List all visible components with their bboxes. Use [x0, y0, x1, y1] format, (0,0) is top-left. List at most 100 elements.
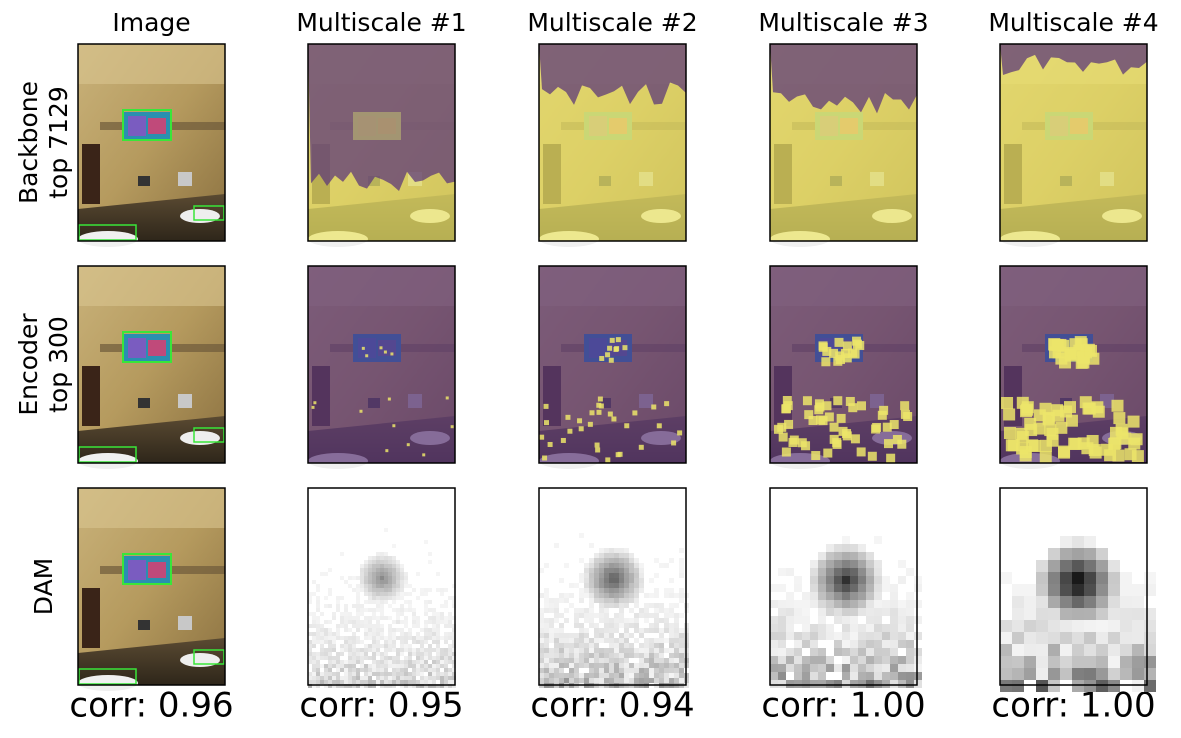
heatmap-cell — [858, 648, 866, 656]
overlay-cell — [1039, 450, 1052, 463]
heatmap-cell — [539, 628, 544, 633]
image-panel — [307, 43, 456, 247]
heatmap-cell — [1000, 668, 1012, 680]
heatmap-cell — [404, 664, 408, 668]
heatmap-cell — [604, 563, 609, 568]
heatmap-cell — [1084, 536, 1096, 548]
heatmap-cell — [308, 592, 312, 596]
heatmap-cell — [356, 588, 360, 592]
overlay-cell — [594, 442, 600, 448]
heatmap-cell — [1072, 608, 1084, 620]
heatmap-cell — [874, 680, 882, 688]
heatmap-cell — [858, 544, 866, 552]
heatmap-cell — [654, 648, 659, 653]
overlay — [815, 112, 863, 140]
heatmap-cell — [634, 593, 639, 598]
heatmap-cell — [818, 560, 826, 568]
heatmap-cell — [316, 632, 320, 636]
heatmap-cell — [388, 556, 392, 560]
heatmap-cell — [639, 633, 644, 638]
heatmap-cell — [544, 618, 549, 623]
heatmap-cell — [609, 558, 614, 563]
heatmap-cell — [810, 560, 818, 568]
heatmap-cell — [594, 643, 599, 648]
heatmap-cell — [380, 644, 384, 648]
overlay-cell — [1069, 437, 1082, 450]
heatmap-cell — [308, 624, 312, 628]
heatmap-cell — [380, 680, 384, 684]
heatmap-cell — [639, 663, 644, 668]
heatmap-cell — [400, 676, 404, 680]
heatmap-cell — [669, 578, 674, 583]
column-header: Multiscale #3 — [758, 8, 928, 37]
heatmap-cell — [424, 624, 428, 628]
heatmap-cell — [604, 593, 609, 598]
heatmap-cell — [372, 596, 376, 600]
heatmap-cell — [614, 558, 619, 563]
heatmap-cell — [624, 588, 629, 593]
heatmap-cell — [324, 648, 328, 652]
overlay-cell — [1086, 434, 1099, 447]
heatmap-cell — [308, 684, 312, 688]
heatmap-cell — [659, 673, 664, 678]
row-label: Backbone top 7129 — [14, 81, 73, 204]
heatmap-cell — [858, 576, 866, 584]
heatmap-cell — [372, 560, 376, 564]
heatmap-cell — [392, 568, 396, 572]
heatmap-cell — [396, 568, 400, 572]
heatmap-cell — [352, 656, 356, 660]
heatmap-cell — [320, 672, 324, 676]
heatmap-cell — [360, 604, 364, 608]
heatmap-cell — [344, 664, 348, 668]
heatmap-cell — [584, 648, 589, 653]
heatmap-cell — [384, 648, 388, 652]
heatmap-cell — [380, 560, 384, 564]
overlay-cell — [622, 345, 628, 351]
heatmap-cell — [380, 584, 384, 588]
heatmap-cell — [1012, 680, 1024, 692]
heatmap-cell — [392, 644, 396, 648]
heatmap-cell — [392, 576, 396, 580]
heatmap-cell — [579, 598, 584, 603]
heatmap-cell — [384, 596, 388, 600]
heatmap-cell — [589, 653, 594, 658]
heatmap-cell — [384, 680, 388, 684]
heatmap-cell — [619, 658, 624, 663]
heatmap-cell — [452, 664, 456, 668]
heatmap-cell — [392, 664, 396, 668]
overlay-cell — [605, 457, 611, 463]
heatmap-cell — [644, 648, 649, 653]
heatmap-cell — [842, 568, 850, 576]
heatmap-cell — [444, 636, 448, 640]
heatmap-cell — [372, 608, 376, 612]
heatmap-cell — [589, 623, 594, 628]
heatmap-cell — [639, 563, 644, 568]
heatmap-cell — [1048, 668, 1060, 680]
heatmap-cell — [629, 608, 634, 613]
heatmap-cell — [802, 656, 810, 664]
heatmap-cell — [328, 604, 332, 608]
heatmap-cell — [564, 663, 569, 668]
heatmap-cell — [584, 583, 589, 588]
heatmap-cell — [866, 608, 874, 616]
heatmap-cell — [372, 612, 376, 616]
heatmap-cell — [874, 656, 882, 664]
heatmap-cell — [604, 578, 609, 583]
heatmap-cell — [802, 600, 810, 608]
heatmap-cell — [436, 572, 440, 576]
heatmap-cell — [604, 638, 609, 643]
heatmap-cell — [372, 648, 376, 652]
heatmap-cell — [826, 568, 834, 576]
heatmap-cell — [818, 608, 826, 616]
heatmap-cell — [420, 644, 424, 648]
heatmap-cell — [594, 598, 599, 603]
heatmap-cell — [559, 678, 564, 683]
heatmap-cell — [679, 593, 684, 598]
heatmap-cell — [348, 680, 352, 684]
heatmap-cell — [312, 668, 316, 672]
heatmap-cell — [452, 600, 456, 604]
heatmap-cell — [380, 668, 384, 672]
heatmap-cell — [539, 648, 544, 653]
heatmap-cell — [320, 624, 324, 628]
heatmap-cell — [360, 620, 364, 624]
